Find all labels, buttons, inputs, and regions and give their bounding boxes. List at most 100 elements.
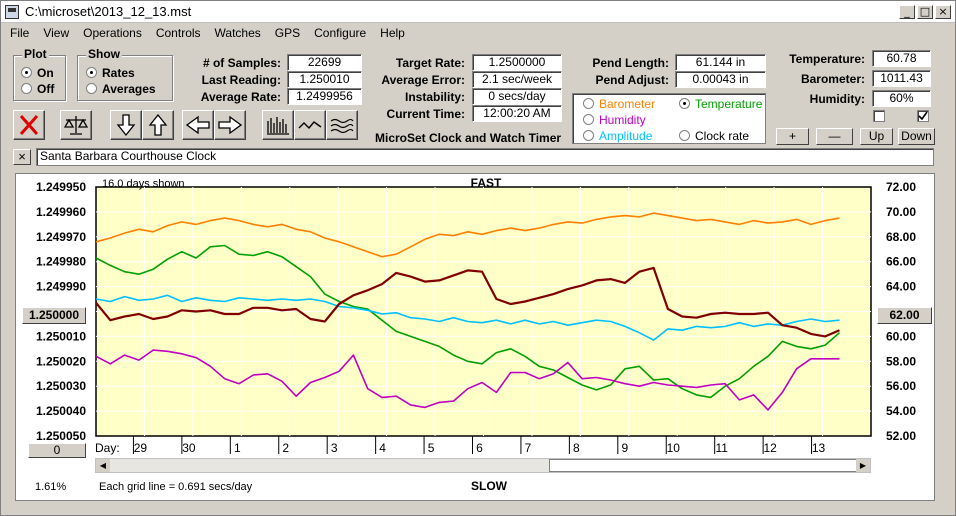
scroll-thumb[interactable] [549, 459, 857, 472]
window-title: C:\microset\2013_12_13.mst [25, 4, 192, 19]
radio-icon [21, 83, 32, 94]
menu-file[interactable]: File [10, 26, 30, 40]
temperature-field: 60.78 [872, 50, 931, 67]
pend-length-label: Pend Length: [592, 56, 669, 70]
right-tick-label: 58.00 [886, 354, 916, 368]
target-rate-field[interactable]: 1.2500000 [472, 54, 562, 71]
right-tick-label: 60.00 [886, 329, 916, 343]
legend-clock-rate-label: Clock rate [695, 129, 750, 143]
humidity-field: 60% [872, 90, 931, 107]
rate-chart: FAST 16.0 days shown SLOW Each grid line… [35, 176, 916, 493]
x-tick-label: 10 [667, 441, 681, 455]
sensor-checkbox-2[interactable] [917, 110, 929, 122]
menu-gps[interactable]: GPS [274, 26, 301, 40]
right-center-value-button[interactable]: 62.00 [877, 307, 932, 324]
left-tick-label: 1.249980 [36, 255, 86, 269]
menu-view[interactable]: View [43, 26, 70, 40]
left-tick-label: 1.249950 [36, 180, 86, 194]
right-tick-label: 64.00 [886, 280, 916, 294]
chart-title: FAST [471, 176, 502, 190]
close-button[interactable]: × [935, 5, 951, 19]
menu-operations[interactable]: Operations [83, 26, 142, 40]
show-averages-radio[interactable]: Averages [86, 82, 156, 96]
series-line-barometer [95, 212, 840, 258]
bars-icon [267, 117, 289, 135]
minimize-button[interactable]: _ [899, 5, 915, 19]
radio-icon [583, 130, 594, 141]
menu-controls[interactable]: Controls [155, 26, 201, 40]
plot-off-radio[interactable]: Off [21, 82, 54, 96]
series-line-clock-rate [95, 266, 840, 338]
pend-length-field[interactable]: 61.144 in [675, 54, 766, 71]
multi-line-view-button[interactable] [326, 110, 358, 140]
arrow-right-button[interactable] [214, 110, 246, 140]
x-tick-label: 8 [573, 441, 580, 455]
instability-field: 0 secs/day [472, 88, 562, 105]
sensor-checkbox-1[interactable] [873, 110, 885, 122]
legend-barometer-label: Barometer [599, 97, 656, 111]
legend-amplitude[interactable]: Amplitude [583, 129, 652, 143]
x-tick-label: 4 [379, 441, 386, 455]
close-icon: × [18, 149, 26, 164]
barometer-label: Barometer: [800, 72, 865, 86]
arrow-left-button[interactable] [182, 110, 214, 140]
scale-up-button[interactable]: Up [860, 128, 893, 145]
plot-on-label: On [37, 66, 54, 80]
scale-icon [63, 116, 89, 135]
clock-name-field[interactable]: Santa Barbara Courthouse Clock [36, 148, 934, 166]
scroll-left-arrow-icon[interactable]: ◀ [96, 459, 110, 472]
arrow-down-icon [116, 114, 136, 137]
right-tick-label: 56.00 [886, 379, 916, 393]
series-legend: Barometer Temperature Humidity Amplitude… [572, 93, 766, 144]
right-tick-label: 70.00 [886, 205, 916, 219]
arrow-up-button[interactable] [142, 110, 174, 140]
show-rates-label: Rates [102, 66, 135, 80]
time-scrollbar[interactable]: ◀ ▶ [95, 458, 871, 473]
right-tick-label: 52.00 [886, 429, 916, 443]
legend-humidity-label: Humidity [599, 113, 646, 127]
plot-off-label: Off [37, 82, 55, 96]
app-icon[interactable] [5, 5, 19, 19]
plot-on-radio[interactable]: On [21, 66, 54, 80]
legend-clock-rate[interactable]: Clock rate [679, 129, 749, 143]
series-line-amplitude [95, 294, 840, 341]
x-tick-label: 13 [812, 441, 826, 455]
arrow-right-icon [218, 115, 243, 135]
series-line-humidity [95, 349, 840, 411]
scale-minus-button[interactable]: — [816, 128, 853, 145]
days-shown: 16.0 days shown [102, 178, 185, 190]
menu-help[interactable]: Help [380, 26, 405, 40]
scale-down-button[interactable]: Down [898, 128, 935, 145]
menu-configure[interactable]: Configure [314, 26, 367, 40]
stop-button[interactable] [13, 110, 45, 140]
x-tick-label: 6 [476, 441, 483, 455]
left-center-value-button[interactable]: 1.250000 [22, 307, 86, 324]
title-bar: C:\microset\2013_12_13.mst _ □ × [1, 1, 955, 23]
humidity-label: Humidity: [809, 92, 865, 106]
current-time-label: Current Time: [386, 107, 465, 121]
legend-temperature[interactable]: Temperature [679, 97, 762, 111]
chart-bottom-label: SLOW [471, 479, 508, 493]
average-rate-field: 1.2499956 [287, 88, 362, 105]
radio-icon [583, 98, 594, 109]
balance-button[interactable] [60, 110, 92, 140]
plot-group: Plot On Off [13, 47, 66, 101]
show-rates-radio[interactable]: Rates [86, 66, 135, 80]
left-tick-label: 1.250010 [36, 329, 86, 343]
bar-view-button[interactable] [262, 110, 294, 140]
arrow-left-icon [185, 115, 210, 135]
legend-humidity[interactable]: Humidity [583, 113, 646, 127]
clear-clock-button[interactable]: × [13, 149, 31, 165]
menu-watches[interactable]: Watches [214, 26, 261, 40]
maximize-button[interactable]: □ [917, 5, 933, 19]
pend-adjust-field[interactable]: 0.00043 in [675, 71, 766, 88]
line-view-button[interactable] [294, 110, 326, 140]
scroll-right-arrow-icon[interactable]: ▶ [856, 459, 870, 472]
show-averages-label: Averages [102, 82, 156, 96]
legend-barometer[interactable]: Barometer [583, 97, 655, 111]
arrow-down-button[interactable] [110, 110, 142, 140]
scroll-value-button[interactable]: 0 [28, 443, 86, 458]
radio-icon [86, 83, 97, 94]
scale-plus-button[interactable]: + [776, 128, 809, 145]
left-tick-label: 1.250050 [36, 429, 86, 443]
